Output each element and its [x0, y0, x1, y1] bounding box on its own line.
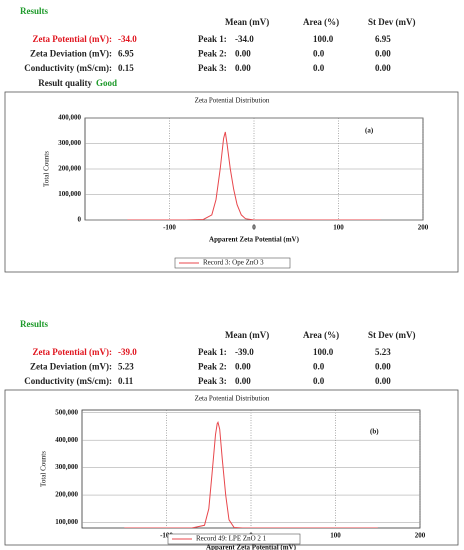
y-tick-label: 200,000	[58, 165, 81, 173]
y-tick-label: 400,000	[58, 114, 81, 122]
row-value: 0.15	[118, 63, 134, 73]
legend-box	[167, 533, 301, 545]
row-label: Conductivity (mS/cm):	[24, 376, 112, 386]
peak-label: Peak 3:	[198, 376, 227, 386]
peak-area: 0.0	[313, 362, 325, 372]
column-header: St Dev (mV)	[368, 17, 416, 27]
peak-label: Peak 2:	[198, 362, 227, 372]
chart-annotation: (b)	[370, 428, 379, 436]
peak-label: Peak 1:	[198, 34, 227, 44]
peak-label: Peak 3:	[198, 63, 227, 73]
y-axis-label: Total Counts	[43, 151, 51, 187]
row-label: Zeta Deviation (mV):	[30, 49, 112, 59]
peak-area: 0.0	[313, 63, 325, 73]
peak-area: 100.0	[313, 34, 334, 44]
legend-box	[174, 257, 291, 269]
x-axis-label: Apparent Zeta Potential (mV)	[209, 236, 300, 244]
x-tick-label: -100	[163, 224, 176, 232]
peak-stdev: 6.95	[375, 34, 391, 44]
peak-area: 0.0	[313, 49, 325, 59]
peak-mean: -34.0	[235, 34, 254, 44]
column-header: Area (%)	[303, 17, 339, 27]
peak-area: 0.0	[313, 376, 325, 386]
peak-area: 100.0	[313, 347, 334, 357]
peak-stdev: 0.00	[375, 49, 391, 59]
x-axis-label: Apparent Zeta Potential (mV)	[206, 544, 297, 550]
column-header: Area (%)	[303, 330, 339, 340]
peak-mean: 0.00	[235, 63, 251, 73]
x-tick-label: 200	[415, 532, 426, 540]
peak-stdev: 0.00	[375, 63, 391, 73]
peak-mean: 0.00	[235, 376, 251, 386]
column-header: St Dev (mV)	[368, 330, 416, 340]
series-line	[124, 420, 378, 528]
chart-frame	[4, 91, 459, 273]
x-tick-label: 100	[333, 224, 344, 232]
row-value: -39.0	[118, 347, 137, 357]
y-tick-label: 500,000	[55, 408, 78, 416]
row-label: Zeta Deviation (mV):	[30, 362, 112, 372]
row-label: Conductivity (mS/cm):	[24, 63, 112, 73]
quality-value: Good	[96, 78, 117, 88]
peak-mean: -39.0	[235, 347, 254, 357]
column-header: Mean (mV)	[225, 330, 269, 340]
legend-entry: Record 3: Ope ZnO 3	[203, 259, 264, 267]
row-label: Zeta Potential (mV):	[33, 347, 112, 357]
y-tick-label: 0	[78, 216, 82, 224]
peak-label: Peak 1:	[198, 347, 227, 357]
peak-stdev: 5.23	[375, 347, 391, 357]
y-tick-label: 400,000	[55, 436, 78, 444]
quality-label: Result quality	[38, 78, 92, 88]
y-tick-label: 200,000	[55, 491, 78, 499]
x-tick-label: 200	[418, 224, 429, 232]
peak-stdev: 0.00	[375, 362, 391, 372]
peak-mean: 0.00	[235, 362, 251, 372]
row-value: 6.95	[118, 49, 134, 59]
series-group	[127, 131, 381, 220]
peak-stdev: 0.00	[375, 376, 391, 386]
peak-label: Peak 2:	[198, 49, 227, 59]
y-tick-label: 100,000	[58, 190, 81, 198]
y-tick-label: 100,000	[55, 518, 78, 526]
x-tick-label: 100	[330, 532, 341, 540]
legend-entry: Record 49: LPE ZnO 2 1	[196, 535, 267, 543]
row-value: 5.23	[118, 362, 134, 372]
series-line	[127, 131, 381, 220]
x-tick-label: -100	[160, 532, 173, 540]
y-axis-label: Total Counts	[40, 451, 48, 487]
column-header: Mean (mV)	[225, 17, 269, 27]
chart-title: Zeta Potential Distribution	[195, 97, 270, 105]
chart-annotation: (a)	[365, 127, 374, 135]
peak-mean: 0.00	[235, 49, 251, 59]
results-heading: Results	[20, 319, 48, 329]
y-tick-label: 300,000	[58, 139, 81, 147]
results-heading: Results	[20, 6, 48, 16]
series-group	[124, 420, 378, 528]
y-tick-label: 300,000	[55, 463, 78, 471]
chart-title: Zeta Potential Distribution	[195, 395, 270, 403]
x-tick-label: 0	[252, 224, 256, 232]
row-value: -34.0	[118, 34, 137, 44]
row-value: 0.11	[118, 376, 134, 386]
row-label: Zeta Potential (mV):	[33, 34, 112, 44]
